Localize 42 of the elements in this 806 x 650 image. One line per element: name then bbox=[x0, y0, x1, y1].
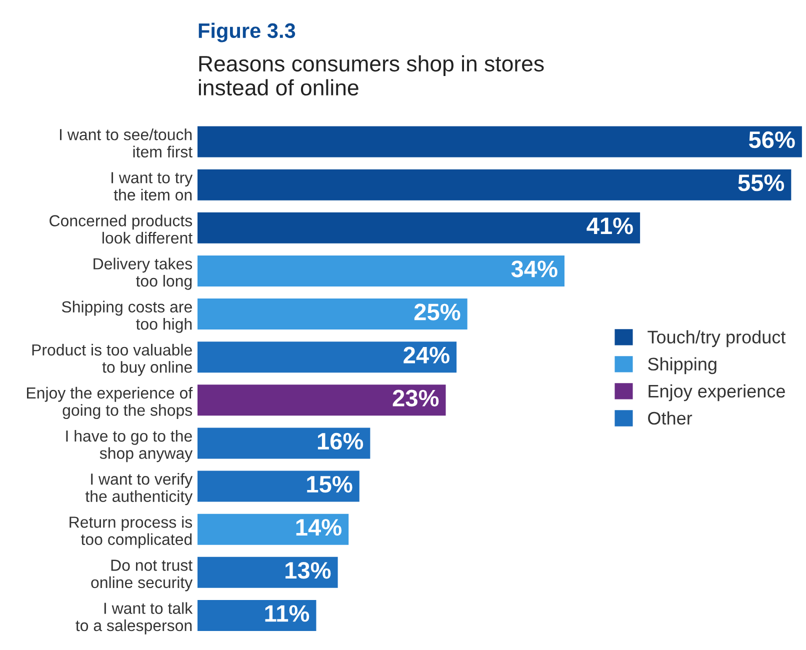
bar bbox=[197, 556, 338, 588]
data-label: 56% bbox=[748, 131, 795, 148]
chart-subtitle: Reasons consumers shop in stores instead of online bbox=[198, 55, 544, 96]
bar bbox=[197, 169, 792, 200]
data-label: 34% bbox=[511, 260, 558, 278]
bar bbox=[197, 428, 370, 459]
data-label: 14% bbox=[296, 519, 342, 536]
bar bbox=[197, 384, 446, 416]
legend-label: Other bbox=[648, 411, 692, 425]
legend-label: Enjoy experience bbox=[648, 384, 785, 402]
y-tick-label: Concerned products look different bbox=[50, 214, 192, 244]
y-tick-label: Enjoy the experience of going to the shops bbox=[27, 386, 193, 420]
bar bbox=[197, 212, 640, 244]
bar bbox=[197, 600, 316, 631]
data-label: 13% bbox=[286, 562, 331, 579]
y-tick-label: Delivery takes too long bbox=[94, 258, 192, 290]
y-tick-label: Do not trust online security bbox=[91, 560, 193, 592]
bar bbox=[197, 126, 802, 158]
chart-title: Figure 3.3 bbox=[198, 22, 296, 42]
y-tick-label: I want to talk to a salesperson bbox=[76, 602, 193, 634]
y-tick-label: Shipping costs are too high bbox=[62, 300, 192, 333]
bar bbox=[197, 514, 349, 545]
data-label: 11% bbox=[265, 605, 310, 622]
bar bbox=[197, 255, 564, 286]
legend-label: Shipping bbox=[648, 357, 716, 374]
y-tick-label: I want to verify the authenticity bbox=[85, 473, 193, 506]
data-label: 25% bbox=[414, 304, 460, 320]
bar bbox=[197, 298, 468, 330]
data-label: 15% bbox=[307, 476, 352, 493]
data-label: 23% bbox=[392, 390, 439, 407]
y-tick-label: I want to see/touch item first bbox=[60, 128, 192, 158]
y-tick-label: I want to try the item on bbox=[112, 172, 193, 201]
bar bbox=[197, 470, 360, 502]
data-label: 24% bbox=[404, 346, 450, 364]
legend-label: Touch/try product bbox=[648, 330, 786, 348]
data-label: 16% bbox=[318, 432, 364, 450]
y-tick-label: I have to go to the shop anyway bbox=[66, 430, 193, 462]
y-tick-label: Return process is too complicated bbox=[70, 516, 192, 548]
data-label: 55% bbox=[738, 174, 784, 192]
bar bbox=[197, 342, 457, 373]
data-label: 41% bbox=[586, 218, 633, 234]
y-tick-label: Product is too valuable to buy online bbox=[32, 344, 192, 376]
